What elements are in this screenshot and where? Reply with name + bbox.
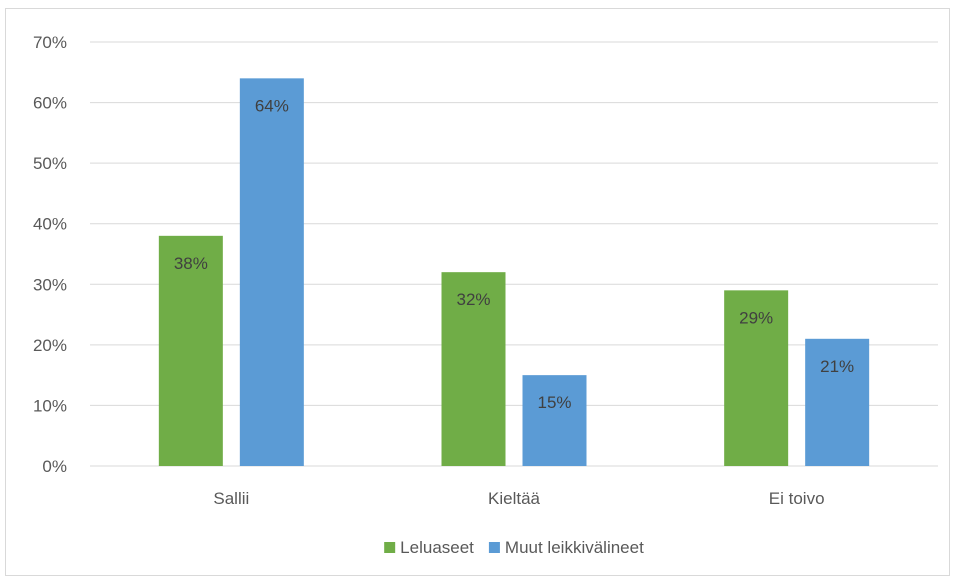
- legend-item: Muut leikkivälineet: [489, 538, 644, 557]
- y-tick-label: 50%: [33, 154, 67, 173]
- bar-2: [240, 78, 304, 466]
- y-tick-label: 20%: [33, 336, 67, 355]
- y-tick-label: 10%: [33, 396, 67, 415]
- y-tick-label: 70%: [33, 33, 67, 52]
- legend-label: Muut leikkivälineet: [505, 538, 644, 557]
- x-axis-ticks: Sallii Kieltää Ei toivo: [213, 489, 824, 508]
- y-tick-label: 30%: [33, 275, 67, 294]
- data-label: 21%: [820, 357, 854, 376]
- bar-2: [523, 375, 587, 466]
- y-tick-label: 0%: [42, 457, 67, 476]
- y-tick-label: 40%: [33, 215, 67, 234]
- x-tick-label: Ei toivo: [769, 489, 825, 508]
- y-tick-label: 60%: [33, 94, 67, 113]
- legend-swatch: [384, 542, 395, 553]
- data-label: 38%: [174, 254, 208, 273]
- x-tick-label: Kieltää: [488, 489, 541, 508]
- data-label: 15%: [537, 393, 571, 412]
- legend-item: Leluaseet: [384, 538, 474, 557]
- legend: Leluaseet Muut leikkivälineet: [384, 538, 644, 557]
- y-axis-ticks: 0% 10% 20% 30% 40% 50% 60% 70%: [33, 33, 67, 476]
- legend-swatch: [489, 542, 500, 553]
- x-tick-label: Sallii: [213, 489, 249, 508]
- data-label: 29%: [739, 308, 773, 327]
- legend-label: Leluaseet: [400, 538, 474, 557]
- bars: [159, 78, 869, 466]
- data-label: 64%: [255, 96, 289, 115]
- data-label: 32%: [456, 290, 490, 309]
